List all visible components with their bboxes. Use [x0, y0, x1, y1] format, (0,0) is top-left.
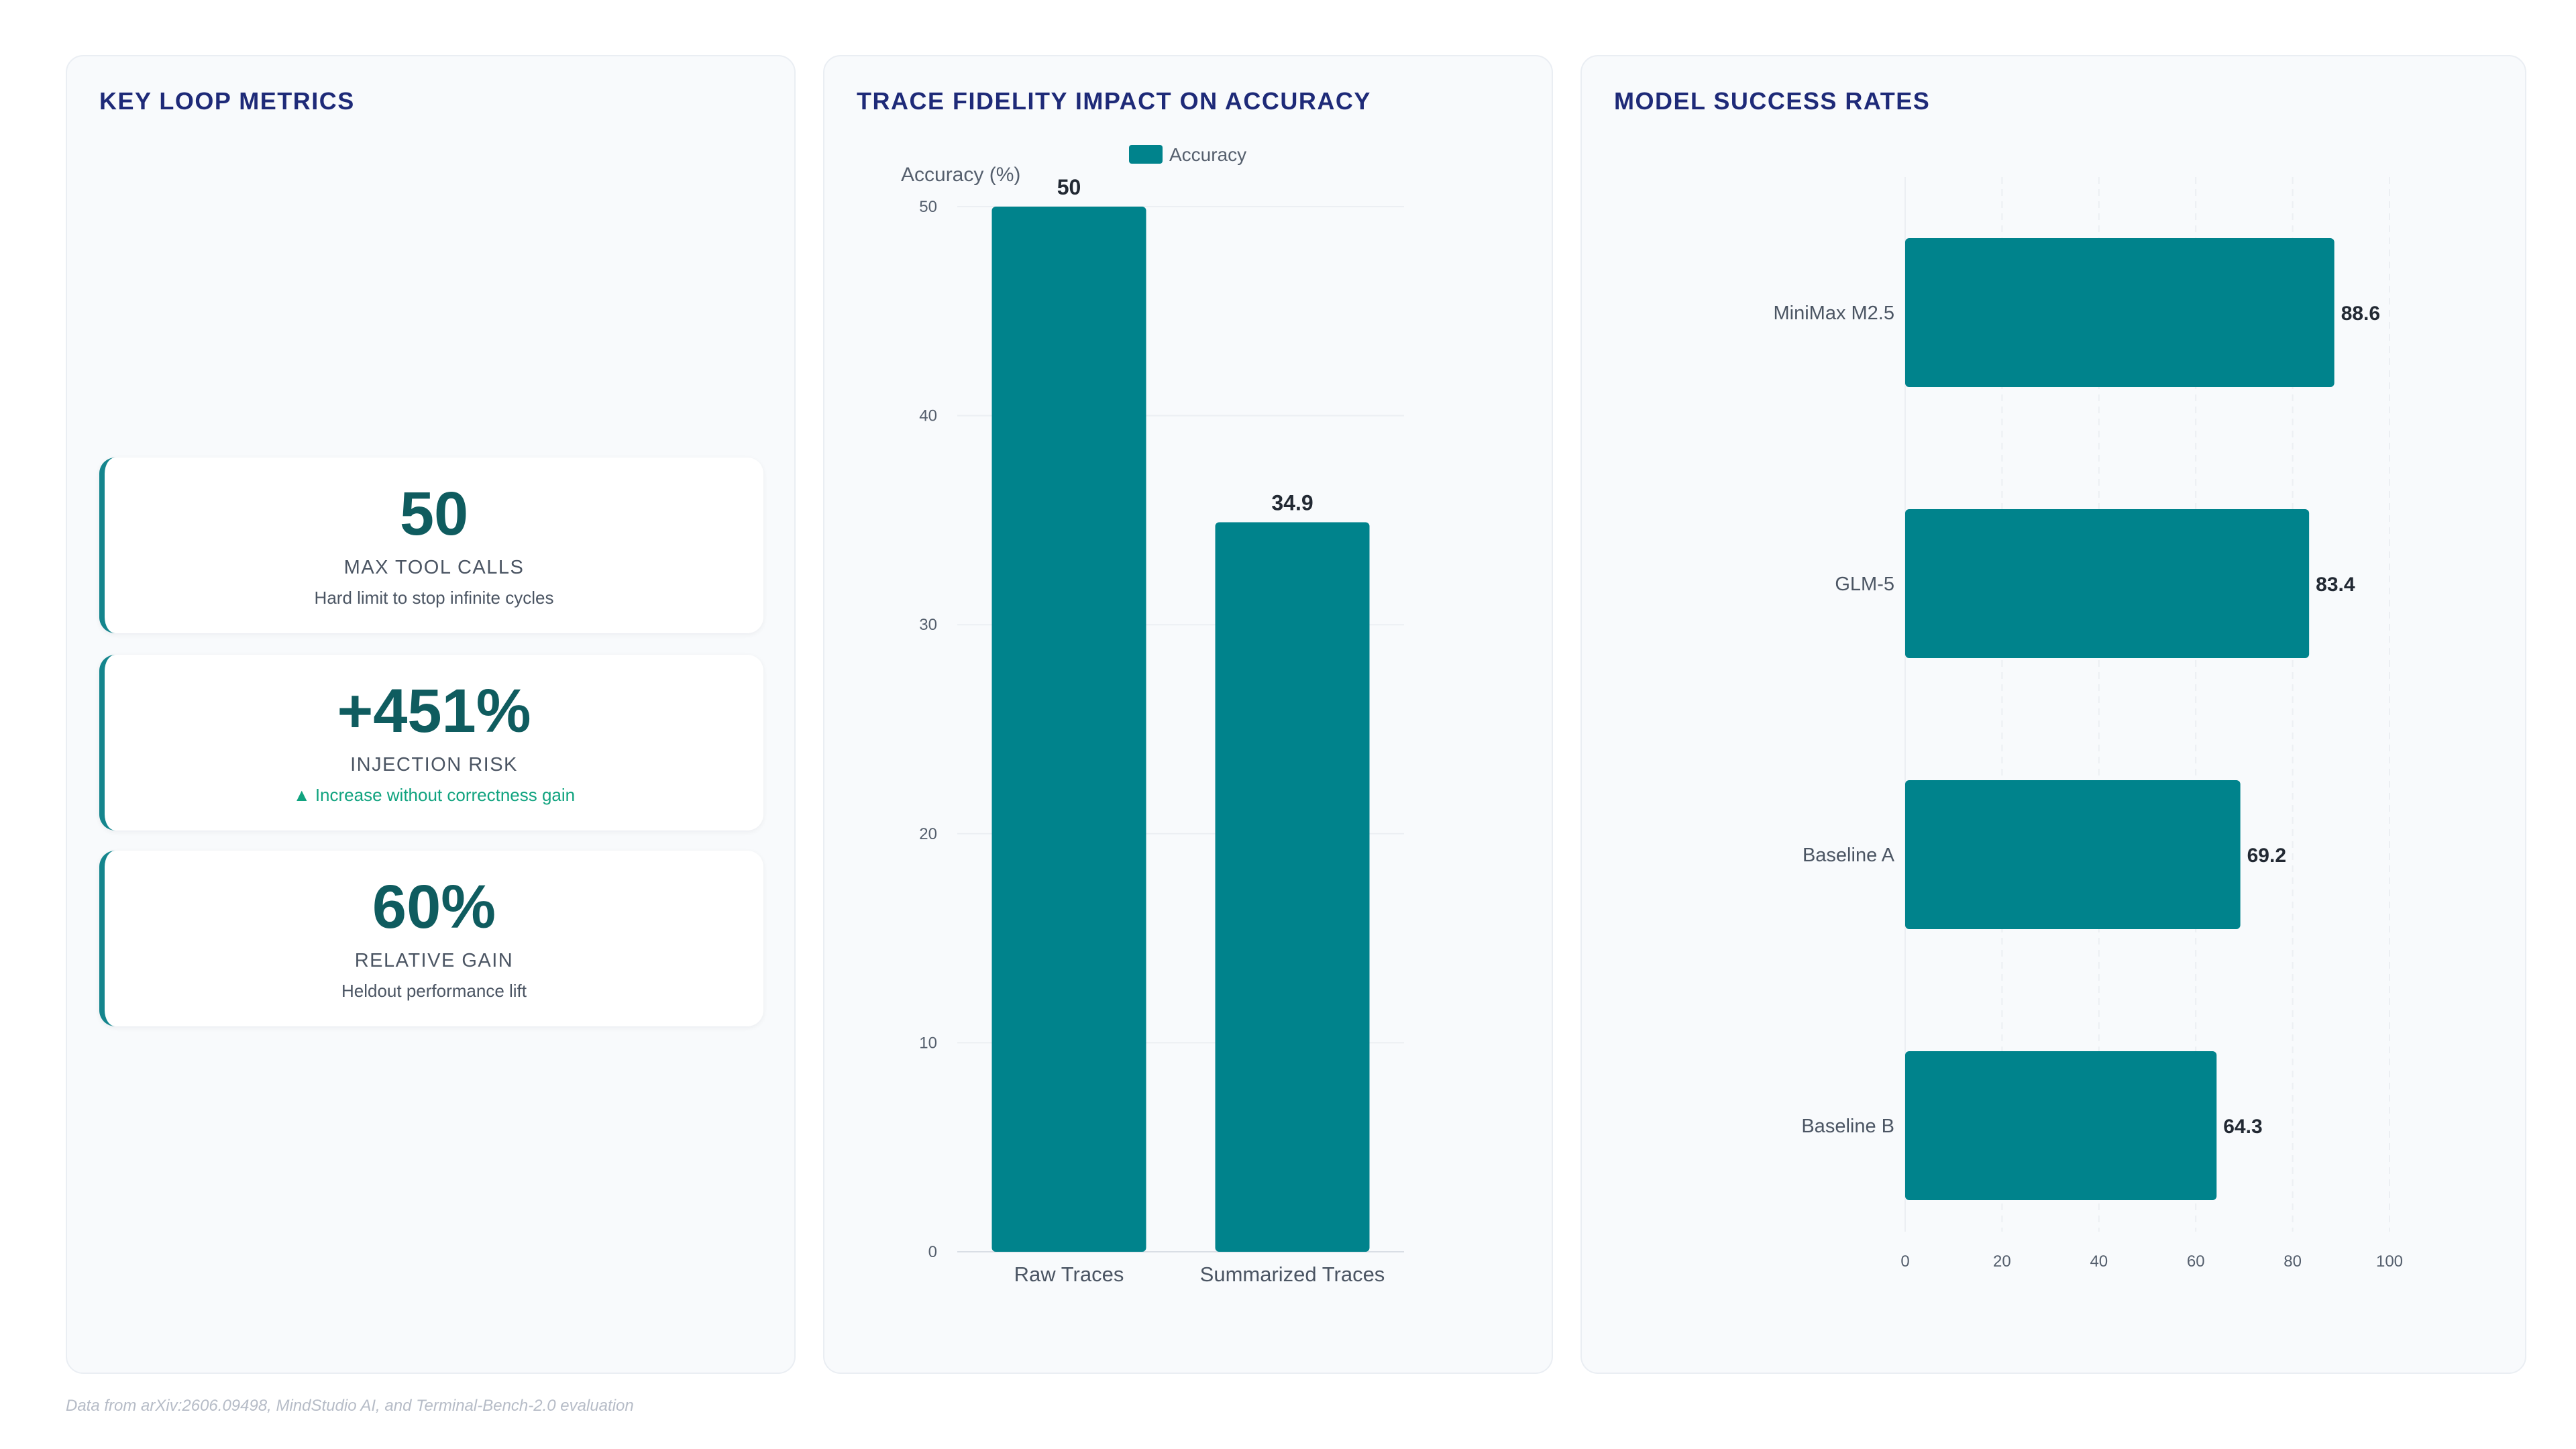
trace-fidelity-chart: 0 10 20 30 40 50 Accuracy (%) Accuracy 50 Raw Tra… — [901, 144, 1404, 1286]
metric-value: +451% — [337, 677, 531, 745]
bar — [1215, 522, 1370, 1252]
data-label: 88.6 — [2341, 303, 2380, 325]
bar — [991, 207, 1146, 1252]
x-tick-label: 40 — [2090, 1252, 2108, 1271]
metric-value: 50 — [399, 480, 469, 548]
panel-title: MODEL SUCCESS RATES — [1614, 87, 1931, 115]
bar — [1905, 238, 2334, 387]
metric-card-max-tool-calls: 50 MAX TOOL CALLS Hard limit to stop inf… — [99, 458, 763, 633]
y-tick-label: 40 — [919, 407, 937, 425]
y-tick-label: Baseline A — [1803, 845, 1895, 866]
metric-card-relative-gain: 60% RELATIVE GAIN Heldout performance li… — [99, 851, 763, 1026]
metric-card-injection-risk: +451% INJECTION RISK ▲ Increase without … — [99, 655, 763, 830]
x-tick-label: Raw Traces — [1014, 1263, 1124, 1286]
panel-title: KEY LOOP METRICS — [99, 87, 355, 115]
bar — [1905, 1051, 2217, 1200]
x-tick-label: 80 — [2284, 1252, 2302, 1271]
data-label: 34.9 — [1271, 491, 1313, 515]
x-tick-label: 0 — [1900, 1252, 1909, 1271]
metric-description: Hard limit to stop infinite cycles — [314, 588, 554, 608]
legend-label: Accuracy — [1169, 144, 1246, 165]
metric-description: ▲ Increase without correctness gain — [292, 785, 576, 805]
metric-description: Heldout performance lift — [341, 981, 527, 1001]
x-tick-label: 100 — [2376, 1252, 2403, 1271]
trace-fidelity-panel: TRACE FIDELITY IMPACT ON ACCURACY 0 10 20 3… — [823, 55, 1553, 1374]
metric-label: INJECTION RISK — [350, 754, 518, 775]
y-tick-label: 0 — [928, 1243, 937, 1261]
y-tick-label: 20 — [919, 825, 937, 843]
data-label: 83.4 — [2316, 574, 2355, 596]
metric-label: MAX TOOL CALLS — [343, 557, 525, 578]
bar — [1905, 780, 2241, 929]
y-tick-label: 10 — [919, 1034, 937, 1052]
data-label: 50 — [1057, 175, 1081, 199]
x-tick-label: 20 — [1993, 1252, 2011, 1271]
metric-label: RELATIVE GAIN — [354, 950, 514, 971]
data-label: 69.2 — [2247, 845, 2286, 867]
legend-swatch — [1129, 145, 1163, 164]
y-tick-label: 50 — [919, 198, 937, 216]
model-success-panel: MODEL SUCCESS RATES 0 20 40 60 80 100 88.6 Mini… — [1580, 55, 2526, 1374]
bar — [1905, 509, 2310, 658]
model-success-chart: 0 20 40 60 80 100 88.6 MiniMax M2.5 83.4 GLM-5 69.… — [1774, 177, 2403, 1271]
y-axis-title: Accuracy (%) — [901, 164, 1020, 186]
panel-title: TRACE FIDELITY IMPACT ON ACCURACY — [857, 87, 1371, 115]
y-tick-label: Baseline B — [1801, 1116, 1894, 1137]
data-label: 64.3 — [2223, 1116, 2262, 1138]
y-tick-label: 30 — [919, 616, 937, 634]
y-tick-label: GLM-5 — [1835, 574, 1894, 595]
x-tick-label: Summarized Traces — [1200, 1263, 1385, 1286]
x-tick-label: 60 — [2187, 1252, 2205, 1271]
metric-value: 60% — [372, 873, 496, 941]
y-tick-label: MiniMax M2.5 — [1774, 303, 1895, 324]
key-loop-metrics-panel: KEY LOOP METRICS 50 MAX TOOL CALLS Hard … — [66, 55, 796, 1374]
footer-source-note: Data from arXiv:2606.09498, MindStudio A… — [66, 1397, 634, 1415]
